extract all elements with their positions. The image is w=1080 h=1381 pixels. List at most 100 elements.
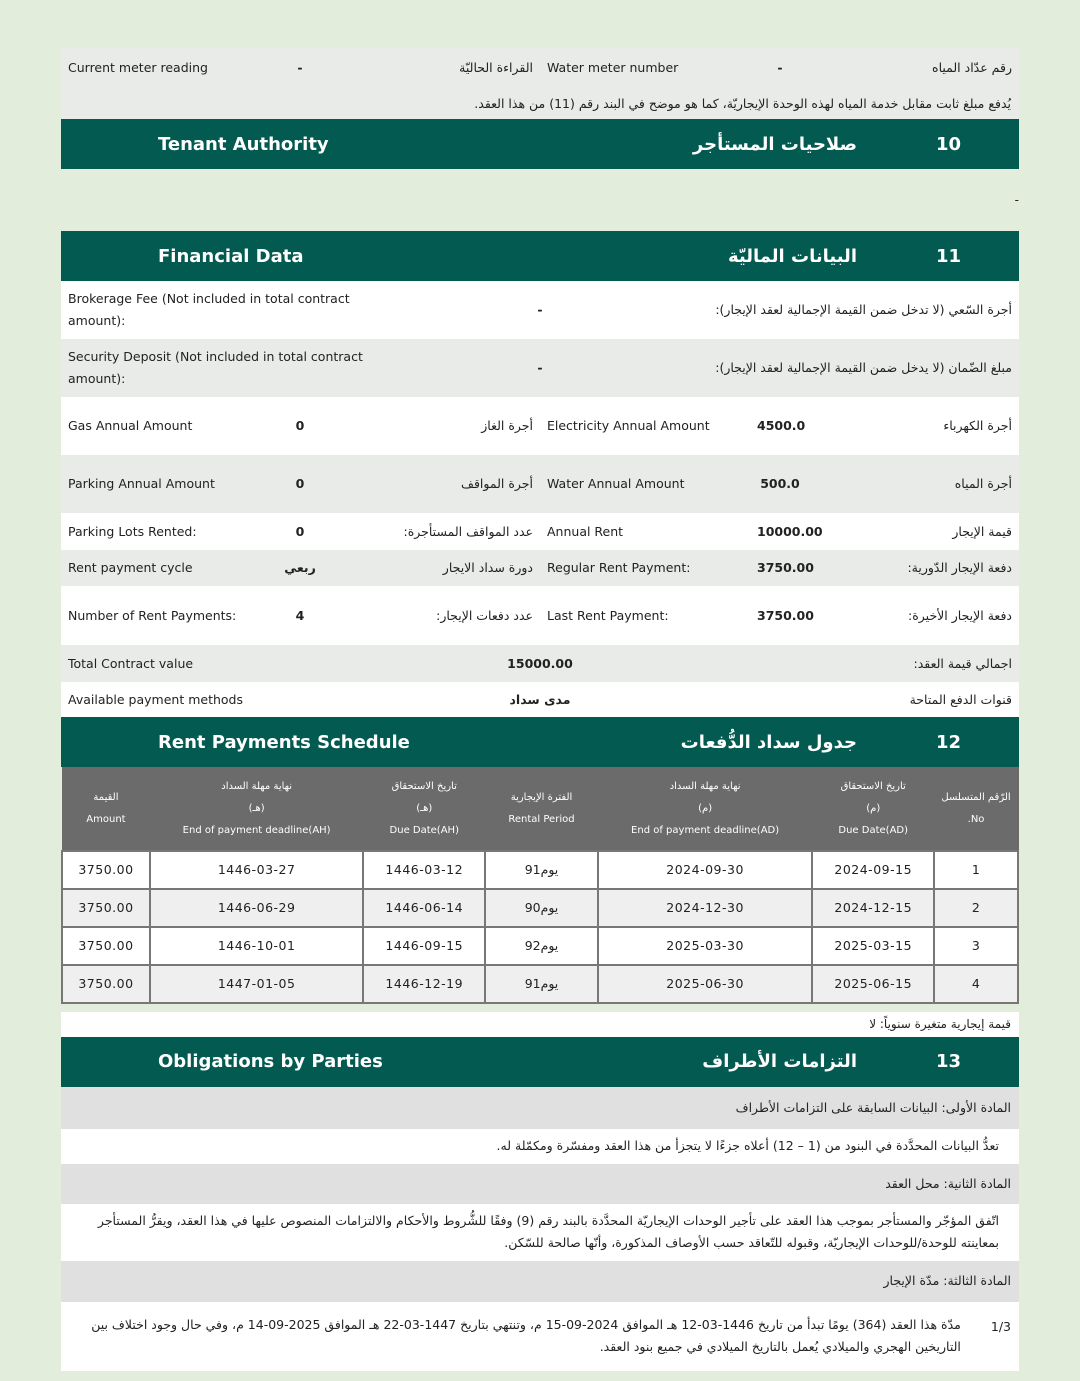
label-ar: قيمة الإيجار: [952, 523, 1012, 539]
contract-page: Current meter reading - القراءة الحاليّة…: [61, 48, 1019, 1371]
water-meter-number-label-en: Water meter number: [547, 60, 679, 75]
water-meter-row: Current meter reading - القراءة الحاليّة…: [61, 48, 1019, 88]
column-header: الرّقم المتسلسل .No: [933, 767, 1019, 851]
label-en: Brokerage Fee (Not included in total con…: [68, 291, 350, 328]
column-header: تاريخ الاستحقاق (هـ) Due Date(AH): [362, 767, 486, 851]
security-deposit-row: Security Deposit (Not included in total …: [61, 339, 1019, 397]
label-ar: أجرة الغاز: [481, 418, 533, 433]
table-cell: 2025-06-15: [811, 963, 936, 1004]
header-en: End of payment deadline(AD): [631, 824, 780, 836]
tenant-authority-value: -: [1014, 193, 1019, 207]
header-sub: (هـ): [248, 802, 265, 814]
section-title-ar: البيانات الماليّة: [727, 245, 857, 267]
table-cell: 1447-01-05: [148, 963, 365, 1004]
table-row: 3750.00 1446-10-01 1446-09-15 92يوم 2025-03-…: [61, 925, 1019, 966]
header-ar: الفترة الإيجارية: [510, 791, 573, 803]
label-ar: دفعة الإيجار الدّورية:: [907, 560, 1012, 575]
label-en: Gas Annual Amount: [68, 418, 193, 433]
current-meter-value: -: [297, 60, 303, 75]
header-en: Due Date(AD): [838, 824, 909, 836]
column-header: نهاية مهلة السداد (هـ) End of payment dead…: [149, 767, 364, 851]
label-en: Last Rent Payment:: [547, 607, 669, 623]
label-en: Total Contract value: [68, 655, 194, 671]
label-ar: مبلغ الضّمان (لا يدخل ضمن القيمة الإجمال…: [715, 360, 1012, 375]
label-ar: عدد دفعات الإيجار:: [436, 607, 533, 623]
value: 4500.0: [757, 418, 806, 433]
payment-methods-row: Available payment methods مدى سداد قنوات…: [61, 682, 1019, 717]
section-title-ar: التزامات الأطراف: [702, 1051, 857, 1072]
label-ar: دورة سداد الايجار: [442, 560, 533, 575]
table-cell: 92يوم: [484, 925, 599, 966]
table-cell: 2024-09-15: [811, 849, 936, 890]
table-cell: 91يوم: [484, 963, 599, 1004]
header-ar: نهاية مهلة السداد: [221, 780, 293, 792]
financial-row: Rent payment cycle ربعي دورة سداد الايجار R…: [61, 550, 1019, 586]
article-title: المادة الثالثة: مدّة الإيجار: [61, 1260, 1019, 1302]
brokerage-fee-row: Brokerage Fee (Not included in total con…: [61, 281, 1019, 339]
value: 15000.00: [507, 655, 573, 671]
water-note: يُدفع مبلغ ثابت مقابل خدمة المياه لهذه ا…: [61, 88, 1019, 119]
column-header: تاريخ الاستحقاق (م) Due Date(AD): [811, 767, 935, 851]
header-en: Rental Period: [508, 813, 575, 825]
table-cell: 3750.00: [61, 887, 151, 928]
table-cell: 1446-03-12: [362, 849, 487, 890]
table-cell: 2024-12-15: [811, 887, 936, 928]
label-en: Parking Lots Rented:: [68, 523, 197, 539]
header-en: Due Date(AH): [389, 824, 459, 836]
header-en: .No: [967, 813, 985, 825]
financial-row: Parking Lots Rented: 0 عدد المواقف المستأج…: [61, 513, 1019, 550]
table-cell: 3750.00: [61, 849, 151, 890]
section-header-financial: Financial Data البيانات الماليّة 11: [61, 231, 1019, 281]
table-cell: 2025-06-30: [596, 963, 814, 1004]
header-en: End of payment deadline(AH): [182, 824, 331, 836]
label-en: Electricity Annual Amount: [547, 418, 710, 433]
table-row: 3750.00 1446-06-29 1446-06-14 90يوم 2024-12-…: [61, 887, 1019, 928]
table-cell: 1446-12-19: [362, 963, 487, 1004]
label-ar: قنوات الدفع المتاحة: [909, 691, 1012, 707]
section-number: 11: [935, 245, 961, 267]
article-title: المادة الثانية: محل العقد: [61, 1163, 1019, 1204]
tenant-authority-body: -: [61, 169, 1019, 231]
header-sub: (م): [866, 802, 881, 814]
section-number: 10: [935, 133, 961, 155]
article-body: اتّفق المؤجّر والمستأجر بموجب هذا العقد …: [61, 1203, 1019, 1261]
header-ar: القيمة: [93, 791, 119, 803]
section-title-en: Rent Payments Schedule: [158, 731, 410, 753]
section-number: 12: [935, 731, 961, 753]
article-body: تعدُّ البيانات المحدَّدة في البنود من (1…: [61, 1128, 1019, 1164]
column-header: القيمة Amount: [61, 767, 151, 851]
label-ar: أجرة المواقف: [461, 476, 533, 491]
label-en: Regular Rent Payment:: [547, 560, 691, 575]
label-en: Available payment methods: [68, 691, 243, 707]
header-ar: تاريخ الاستحقاق: [840, 780, 906, 792]
value: 0: [295, 476, 305, 491]
label-en: Annual Rent: [547, 523, 624, 539]
header-ar: تاريخ الاستحقاق: [391, 780, 457, 792]
label-ar: دفعة الإيجار الأخيرة:: [908, 607, 1012, 623]
value: مدى سداد: [509, 691, 571, 707]
table-cell: 2025-03-30: [596, 925, 814, 966]
table-cell: 2024-12-30: [596, 887, 814, 928]
clause-number: 1/3: [990, 1318, 1011, 1334]
financial-row: Gas Annual Amount 0 أجرة الغاز Electricity …: [61, 397, 1019, 455]
table-cell: 2: [933, 887, 1019, 928]
value: 3750.00: [757, 560, 814, 575]
section-title-ar: جدول سداد الدُّفعات: [680, 731, 857, 753]
table-cell: 1: [933, 849, 1019, 890]
label-en: Water Annual Amount: [547, 476, 685, 491]
section-number: 13: [935, 1051, 961, 1072]
section-title-ar: صلاحيات المستأجر: [692, 133, 857, 155]
header-sub: (هـ): [416, 802, 433, 814]
section-title-en: Tenant Authority: [158, 133, 329, 155]
column-header: الفترة الإيجارية Rental Period: [484, 767, 599, 851]
section-header-obligations: Obligations by Parties التزامات الأطراف …: [61, 1036, 1019, 1087]
article-text: المادة الثالثة: مدّة الإيجار: [883, 1273, 1011, 1288]
header-sub: (م): [698, 802, 713, 814]
section-header-tenant: Tenant Authority صلاحيات المستأجر 10: [61, 119, 1019, 169]
value: 500.0: [760, 476, 800, 491]
value: 3750.00: [757, 607, 814, 623]
value: 4: [295, 607, 305, 623]
article-body: 1/3 مدّة هذا العقد (364) يومًا تبدأ من تا…: [61, 1301, 1019, 1371]
value: -: [537, 360, 543, 375]
article-text: المادة الأولى: البيانات السابقة على التز…: [735, 1099, 1011, 1115]
